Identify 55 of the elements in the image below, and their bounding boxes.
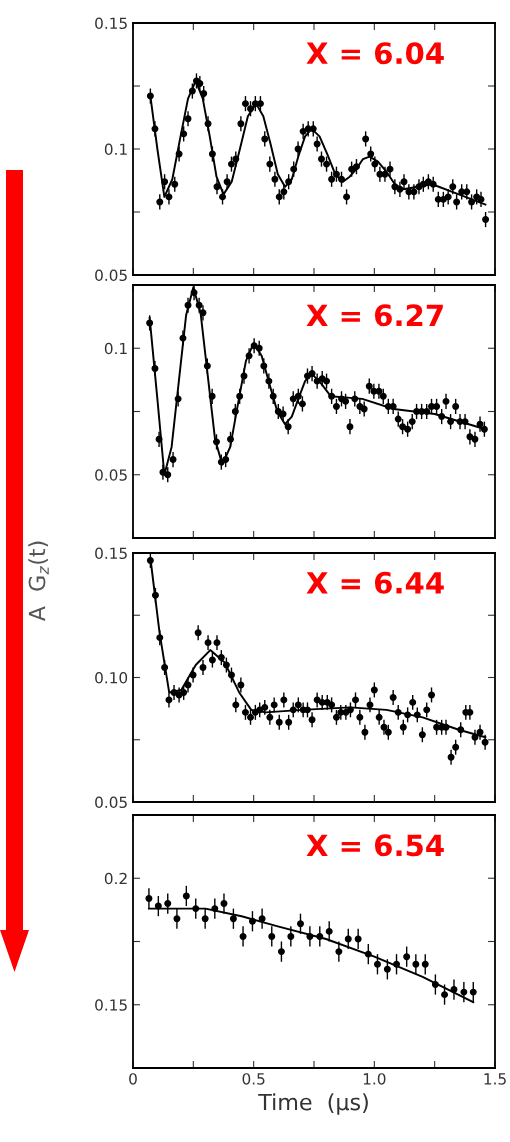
point bbox=[173, 915, 181, 923]
point bbox=[268, 932, 276, 940]
point bbox=[441, 991, 449, 999]
y-tick-label: 0.1 bbox=[104, 342, 127, 355]
point bbox=[431, 981, 439, 988]
point bbox=[248, 917, 256, 925]
point bbox=[403, 953, 411, 961]
y-tick-label: 0.1 bbox=[104, 143, 127, 156]
x-axis-title: Time (µs) bbox=[258, 1093, 368, 1115]
point bbox=[287, 932, 295, 940]
point bbox=[164, 900, 172, 908]
point bbox=[201, 915, 209, 923]
point bbox=[344, 935, 352, 943]
y-tick-label: 0.10 bbox=[95, 671, 128, 684]
x-tick-label: 0.5 bbox=[242, 1073, 265, 1085]
y-tick-label: 0.2 bbox=[104, 872, 127, 885]
x-tick-label: 1.5 bbox=[484, 1073, 506, 1085]
point bbox=[220, 900, 228, 908]
point bbox=[277, 948, 285, 956]
annotation: X = 6.04 bbox=[306, 42, 444, 65]
y-tick-label: 0.05 bbox=[95, 796, 127, 809]
point bbox=[297, 920, 304, 928]
point bbox=[412, 960, 420, 968]
point bbox=[469, 988, 477, 996]
y-tick-label: 0.15 bbox=[95, 17, 127, 30]
point bbox=[211, 905, 219, 913]
point bbox=[306, 932, 314, 940]
point bbox=[364, 950, 372, 958]
y-tick-label: 0.05 bbox=[95, 269, 127, 282]
point bbox=[229, 915, 237, 923]
point bbox=[182, 892, 190, 900]
point bbox=[354, 935, 362, 943]
point bbox=[393, 960, 401, 968]
y-tick-label: 0.05 bbox=[95, 469, 127, 481]
y-tick-label: 0.15 bbox=[95, 999, 127, 1011]
y-axis-title: A G$_{z}$(t) bbox=[28, 541, 49, 622]
point bbox=[450, 986, 458, 994]
x-tick-label: 0 bbox=[129, 1073, 137, 1085]
x-tick-label: 1.0 bbox=[363, 1073, 386, 1085]
point bbox=[239, 932, 247, 940]
point bbox=[421, 960, 429, 968]
point bbox=[335, 948, 343, 956]
point bbox=[145, 895, 153, 902]
point bbox=[192, 905, 200, 913]
point bbox=[383, 965, 391, 973]
point bbox=[154, 902, 162, 910]
annotation: X = 6.44 bbox=[306, 571, 444, 594]
annotation: X = 6.54 bbox=[306, 834, 444, 857]
point bbox=[373, 960, 381, 968]
point bbox=[258, 915, 266, 923]
annotation: X = 6.27 bbox=[306, 304, 443, 327]
point bbox=[325, 927, 333, 935]
y-tick-label: 0.15 bbox=[95, 547, 127, 560]
point bbox=[316, 932, 324, 940]
point bbox=[460, 988, 468, 996]
